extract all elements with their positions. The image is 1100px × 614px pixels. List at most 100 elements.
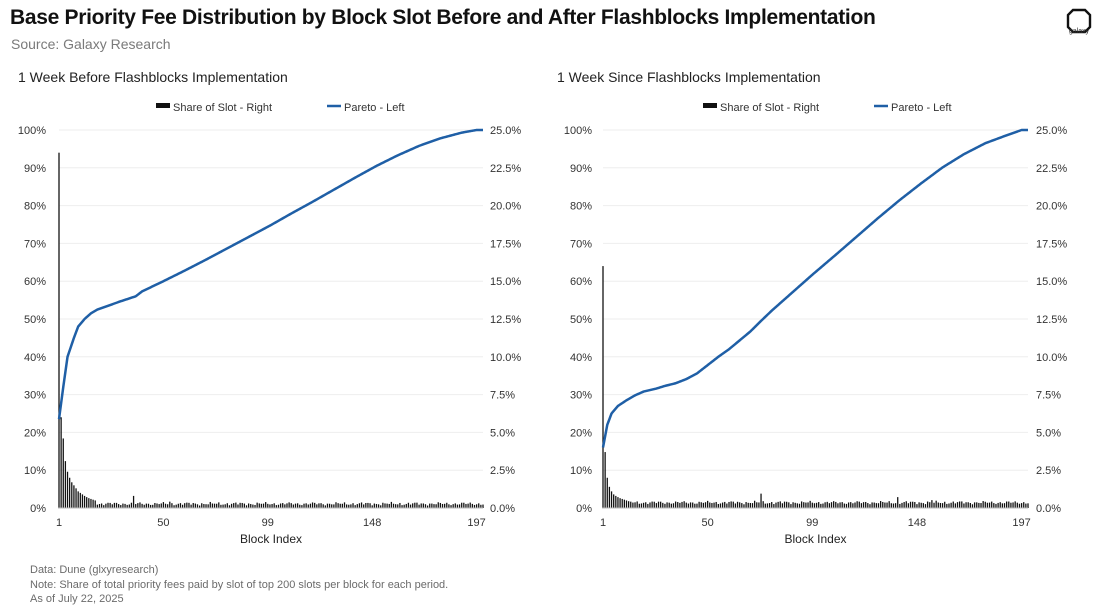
bar-share-of-slot <box>69 477 71 508</box>
bar-share-of-slot <box>132 495 135 508</box>
bar-share-of-slot <box>1003 503 1006 508</box>
bar-share-of-slot <box>339 503 341 508</box>
bar-share-of-slot <box>181 504 184 508</box>
bar-share-of-slot <box>401 505 403 508</box>
bar-share-of-slot <box>1023 502 1025 508</box>
bar-share-of-slot <box>482 504 484 508</box>
bar-share-of-slot <box>916 504 918 508</box>
bar-share-of-slot <box>681 501 683 508</box>
bar-share-of-slot <box>416 502 418 508</box>
bar-share-of-slot <box>822 503 824 508</box>
bar-share-of-slot <box>653 501 655 508</box>
bar-share-of-slot <box>169 501 171 508</box>
bar-share-of-slot <box>343 502 346 508</box>
bar-share-of-slot <box>845 503 848 508</box>
bar-share-of-slot <box>751 503 754 508</box>
bar-share-of-slot <box>798 503 801 508</box>
bar-share-of-slot <box>258 503 260 508</box>
bar-share-of-slot <box>967 502 969 508</box>
bar-share-of-slot <box>777 501 779 508</box>
bar-share-of-slot <box>156 503 158 508</box>
bar-share-of-slot <box>852 503 854 508</box>
bar-share-of-slot <box>670 503 672 508</box>
bar-share-of-slot <box>850 502 852 508</box>
y-left-tick-label: 90% <box>570 163 592 175</box>
bar-share-of-slot <box>209 501 211 508</box>
bar-share-of-slot <box>865 501 867 508</box>
bar-share-of-slot <box>800 501 803 508</box>
bar-share-of-slot <box>668 502 670 508</box>
bar-share-of-slot <box>882 501 884 508</box>
bar-share-of-slot <box>113 502 116 508</box>
bar-share-of-slot <box>429 503 431 508</box>
bar-share-of-slot <box>730 501 732 508</box>
bar-share-of-slot <box>461 502 463 508</box>
bar-share-of-slot <box>969 502 971 508</box>
legend-bar-swatch <box>703 103 717 108</box>
bar-share-of-slot <box>1018 503 1021 508</box>
bar-share-of-slot <box>642 502 645 508</box>
bar-share-of-slot <box>105 503 107 508</box>
bar-share-of-slot <box>373 503 375 508</box>
bar-share-of-slot <box>207 504 209 508</box>
y-right-tick-label: 12.5% <box>490 314 521 326</box>
bar-share-of-slot <box>314 502 316 508</box>
bar-share-of-slot <box>828 503 831 508</box>
bar-share-of-slot <box>677 502 679 508</box>
y-left-tick-label: 80% <box>24 201 46 213</box>
bar-share-of-slot <box>431 503 433 508</box>
bar-share-of-slot <box>920 502 922 508</box>
bar-share-of-slot <box>984 501 986 508</box>
bar-share-of-slot <box>963 503 965 508</box>
bar-share-of-slot <box>715 501 717 508</box>
bar-share-of-slot <box>239 502 241 508</box>
bar-share-of-slot <box>726 503 728 508</box>
bar-share-of-slot <box>860 503 863 508</box>
bar-share-of-slot <box>162 502 165 508</box>
bar-share-of-slot <box>760 493 762 508</box>
bar-share-of-slot <box>360 502 363 508</box>
y-right-tick-label: 15.0% <box>490 276 521 288</box>
bar-share-of-slot <box>732 501 734 508</box>
bar-share-of-slot <box>926 501 929 508</box>
bar-share-of-slot <box>993 503 995 508</box>
y-right-tick-label: 25.0% <box>490 125 521 137</box>
y-left-tick-label: 10% <box>570 465 592 477</box>
bar-share-of-slot <box>647 503 649 508</box>
bar-share-of-slot <box>623 499 625 508</box>
bar-share-of-slot <box>696 503 698 508</box>
bar-share-of-slot <box>826 501 828 508</box>
bar-share-of-slot <box>634 502 636 508</box>
bar-share-of-slot <box>192 503 194 508</box>
bar-share-of-slot <box>721 502 724 508</box>
bar-share-of-slot <box>617 497 619 508</box>
bar-share-of-slot <box>875 503 878 508</box>
y-left-tick-label: 60% <box>570 276 592 288</box>
bar-share-of-slot <box>296 503 299 508</box>
bar-share-of-slot <box>756 502 758 508</box>
pareto-line <box>57 128 484 420</box>
y-right-tick-label: 7.5% <box>1036 390 1061 402</box>
bar-share-of-slot <box>363 504 365 508</box>
bar-share-of-slot <box>167 504 169 508</box>
bar-share-of-slot <box>771 502 773 508</box>
bar-share-of-slot <box>796 503 798 508</box>
bar-share-of-slot <box>118 504 120 508</box>
bar-share-of-slot <box>194 503 197 508</box>
bar-share-of-slot <box>888 501 890 508</box>
bar-share-of-slot <box>450 505 452 508</box>
bar-share-of-slot <box>741 503 743 508</box>
bar-share-of-slot <box>965 502 967 508</box>
y-right-tick-label: 20.0% <box>490 201 521 213</box>
bar-share-of-slot <box>619 498 621 508</box>
bar-share-of-slot <box>871 502 873 508</box>
bar-share-of-slot <box>320 503 322 508</box>
bar-share-of-slot <box>764 503 766 508</box>
bar-share-of-slot <box>141 503 143 508</box>
bar-share-of-slot <box>856 501 858 508</box>
bar-share-of-slot <box>414 502 416 508</box>
bar-share-of-slot <box>186 502 188 508</box>
footer-notes: Data: Dune (glxyresearch) Note: Share of… <box>30 563 448 607</box>
bar-share-of-slot <box>728 501 730 508</box>
bar-share-of-slot <box>397 504 399 508</box>
